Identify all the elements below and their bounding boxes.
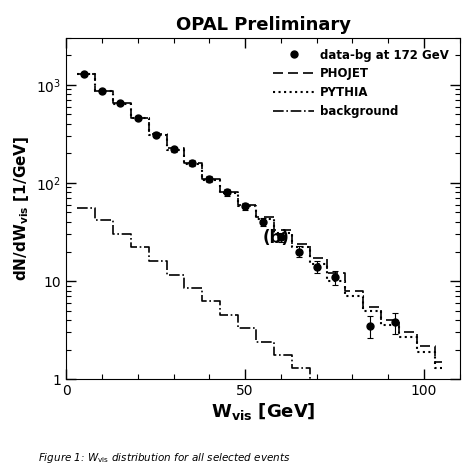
Text: Figure 1: $W_{\rm vis}$ distribution for all selected events: Figure 1: $W_{\rm vis}$ distribution for… xyxy=(38,450,291,465)
Line: PYTHIA: PYTHIA xyxy=(77,74,442,368)
PYTHIA xyxy=(74,71,80,77)
background xyxy=(360,406,366,411)
PHOJET xyxy=(171,146,176,151)
Line: PHOJET: PHOJET xyxy=(77,73,442,362)
background xyxy=(242,326,248,331)
PYTHIA xyxy=(439,365,445,371)
background xyxy=(164,258,169,264)
PYTHIA xyxy=(164,132,169,138)
Y-axis label: $\mathbf{dN/dW_{vis}}$ [1/GeV]: $\mathbf{dN/dW_{vis}}$ [1/GeV] xyxy=(12,136,31,281)
PHOJET xyxy=(182,146,187,151)
X-axis label: $\mathbf{W_{vis}}$ [GeV]: $\mathbf{W_{vis}}$ [GeV] xyxy=(211,401,315,422)
Line: background: background xyxy=(77,209,442,473)
PYTHIA xyxy=(432,365,438,371)
background xyxy=(367,419,373,424)
Text: (b): (b) xyxy=(263,228,290,246)
PHOJET xyxy=(164,131,169,137)
PHOJET xyxy=(367,304,373,310)
background xyxy=(171,272,176,278)
Title: OPAL Preliminary: OPAL Preliminary xyxy=(175,16,351,34)
PYTHIA xyxy=(182,147,187,153)
PYTHIA xyxy=(171,147,176,153)
Legend: data-bg at 172 GeV, PHOJET, PYTHIA, background: data-bg at 172 GeV, PHOJET, PYTHIA, back… xyxy=(268,44,454,123)
background xyxy=(432,470,438,474)
PHOJET xyxy=(74,71,80,76)
background xyxy=(439,470,445,474)
background xyxy=(182,272,187,278)
PYTHIA xyxy=(360,293,366,299)
PHOJET xyxy=(360,288,366,293)
PHOJET xyxy=(242,202,248,208)
PHOJET xyxy=(439,359,445,365)
background xyxy=(74,206,80,211)
PYTHIA xyxy=(242,203,248,209)
PHOJET xyxy=(432,359,438,365)
PYTHIA xyxy=(367,308,373,313)
